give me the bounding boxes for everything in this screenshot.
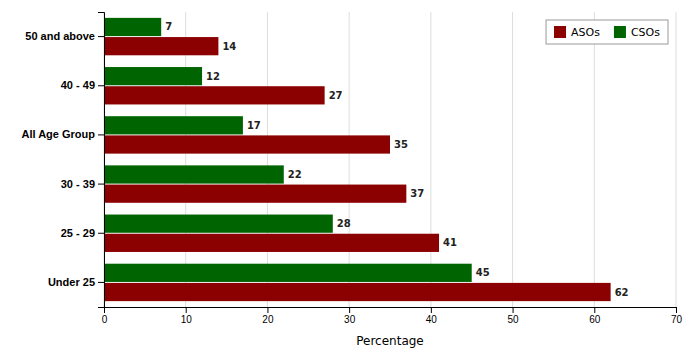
tick: 10 (181, 307, 193, 325)
tick-label: Under 25 (48, 276, 95, 288)
data-label: 45 (476, 267, 490, 278)
tick: 40 (426, 307, 438, 325)
data-label: 28 (337, 218, 351, 229)
tick: 30 (344, 307, 356, 325)
tick-mark (513, 307, 514, 313)
tick-label: 60 (589, 314, 601, 325)
tick-mark (431, 307, 432, 313)
bar (104, 264, 472, 282)
data-label: 22 (288, 169, 302, 180)
bar (104, 215, 333, 233)
bar (104, 185, 406, 203)
data-label: 14 (222, 41, 236, 52)
legend-swatch (554, 26, 566, 38)
legend-label: ASOs (571, 26, 600, 39)
bar (104, 116, 243, 134)
x-axis: 0 10 20 30 40 50 60 70 (102, 307, 683, 325)
tick-mark (676, 307, 677, 313)
bar (104, 67, 202, 85)
tick-label: 25 - 29 (61, 227, 95, 239)
data-label: 17 (247, 120, 261, 131)
tick-mark (98, 282, 104, 283)
tick: 60 (589, 307, 601, 325)
tick-label: 30 (344, 314, 356, 325)
bar (104, 135, 390, 153)
tick: 30 - 39 (61, 178, 104, 190)
legend-swatch (614, 26, 626, 38)
tick-mark (98, 134, 104, 135)
bar (104, 165, 284, 183)
bar (104, 18, 161, 36)
grid (104, 12, 676, 307)
data-labels: 62 41 37 35 27 14 45 28 22 17 12 7 (165, 21, 628, 297)
grid-line (185, 12, 186, 307)
tick-mark (98, 184, 104, 185)
legend: ASOs CSOs (546, 20, 668, 44)
bar (104, 283, 611, 301)
grid-line (267, 12, 268, 307)
tick: 70 (671, 307, 683, 325)
legend-label: CSOs (631, 26, 660, 39)
tick-label: 10 (181, 314, 193, 325)
bar (104, 86, 325, 104)
data-label: 62 (615, 287, 629, 298)
tick-label: 50 (508, 314, 520, 325)
tick-mark (594, 307, 595, 313)
tick: All Age Group (21, 128, 104, 140)
data-label: 37 (410, 188, 424, 199)
data-label: 41 (443, 237, 457, 248)
legend-box (546, 20, 668, 44)
tick-mark (98, 85, 104, 86)
data-label: 35 (394, 139, 408, 150)
tick: Under 25 (48, 276, 104, 288)
grid-line (349, 12, 350, 307)
bar (104, 37, 218, 55)
tick: 50 and above (25, 30, 104, 42)
tick-label: All Age Group (21, 128, 95, 140)
grid-line (512, 12, 513, 307)
tick-label: 50 and above (25, 30, 95, 42)
bar (104, 234, 439, 252)
tick: 40 - 49 (61, 79, 104, 91)
tick-label: 40 (426, 314, 438, 325)
chart: 62413735271445282217127010203040506070Un… (0, 0, 700, 353)
grid-line (594, 12, 595, 307)
tick-mark (349, 307, 350, 313)
tick-label: 20 (262, 314, 274, 325)
tick: 25 - 29 (61, 227, 104, 239)
tick-mark (98, 36, 104, 37)
data-label: 27 (329, 90, 343, 101)
tick-mark (186, 307, 187, 313)
tick-label: 30 - 39 (61, 178, 95, 190)
data-label: 12 (206, 71, 220, 82)
y-axis: Under 25 25 - 29 30 - 39 All Age Group 40 - … (21, 13, 104, 308)
tick-mark (267, 307, 268, 313)
tick-label: 40 - 49 (61, 79, 95, 91)
x-axis-title: Percentage (356, 334, 424, 348)
tick-label: 70 (671, 314, 683, 325)
tick: 50 (508, 307, 520, 325)
tick: 20 (262, 307, 274, 325)
tick: 0 (102, 307, 108, 325)
axis-domain (105, 308, 677, 314)
plot: 62413735271445282217127010203040506070Un… (21, 12, 682, 348)
tick-mark (98, 233, 104, 234)
data-label: 7 (165, 21, 172, 32)
grid-line (676, 12, 677, 307)
grid-line (430, 12, 431, 307)
tick-label: 0 (102, 314, 108, 325)
axis-domain (98, 13, 105, 308)
bars (104, 18, 611, 301)
